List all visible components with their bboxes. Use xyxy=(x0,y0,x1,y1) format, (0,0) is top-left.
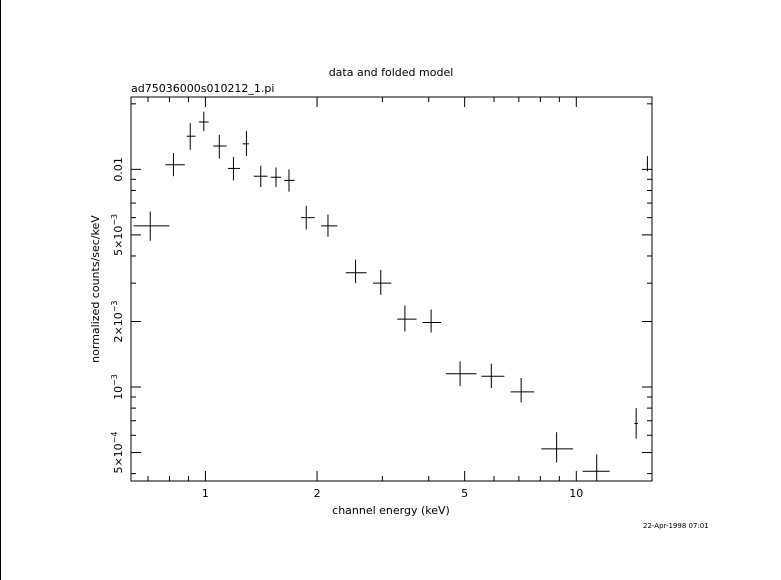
x-tick-label: 5 xyxy=(461,487,468,500)
data-point xyxy=(582,454,610,481)
data-point xyxy=(541,432,574,463)
data-point xyxy=(345,259,367,284)
x-axis: 1 2 5 10 xyxy=(147,97,583,500)
chart-title: data and folded model xyxy=(329,66,454,79)
chart-subtitle: ad75036000s010212_1.pi xyxy=(131,82,274,95)
data-point xyxy=(227,156,241,181)
y-tick-label: 5×10−3 xyxy=(110,214,125,256)
y-tick-label: 5×10−4 xyxy=(110,432,125,474)
x-tick-label: 1 xyxy=(202,487,209,500)
data-point xyxy=(422,309,442,333)
y-axis-label: normalized counts/sec/keV xyxy=(89,215,102,363)
data-point xyxy=(372,269,392,295)
y-tick-label: 2×10−3 xyxy=(110,300,125,342)
data-point xyxy=(300,205,315,230)
x-tick-label: 2 xyxy=(314,487,321,500)
data-point xyxy=(213,134,227,159)
data-point xyxy=(242,131,249,157)
data-point xyxy=(270,167,282,187)
data-point xyxy=(165,152,185,177)
data-point xyxy=(397,305,417,332)
y-tick-label: 10−3 xyxy=(110,374,125,400)
data-point xyxy=(321,214,338,237)
data-point xyxy=(445,361,477,387)
data-point xyxy=(510,378,535,403)
data-points xyxy=(133,111,648,481)
data-point xyxy=(133,211,170,241)
data-point xyxy=(646,156,648,172)
left-border-line xyxy=(0,0,1,580)
x-axis-label: channel energy (keV) xyxy=(332,504,450,517)
data-point xyxy=(186,123,196,150)
data-point xyxy=(481,363,505,388)
data-point xyxy=(253,165,268,187)
data-point xyxy=(634,408,638,439)
data-point xyxy=(198,111,209,132)
y-tick-label: 0.01 xyxy=(112,157,125,182)
data-point xyxy=(284,169,295,192)
x-tick-label: 10 xyxy=(569,487,583,500)
timestamp: 22-Apr-1998 07:01 xyxy=(643,522,709,530)
y-axis: 5×10−4 10−3 2×10−3 5×10−3 0.01 xyxy=(110,103,652,475)
plot-frame xyxy=(130,96,653,482)
